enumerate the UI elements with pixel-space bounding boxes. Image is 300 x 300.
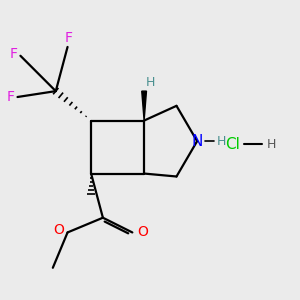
Text: F: F xyxy=(65,32,73,46)
Text: Cl: Cl xyxy=(225,136,240,152)
Text: O: O xyxy=(137,225,148,239)
Text: O: O xyxy=(54,223,64,236)
Text: H: H xyxy=(146,76,155,89)
Text: F: F xyxy=(7,90,15,104)
Text: H: H xyxy=(266,138,276,151)
Text: N: N xyxy=(191,134,203,149)
Text: F: F xyxy=(10,47,17,61)
Polygon shape xyxy=(142,91,146,121)
Text: H: H xyxy=(216,135,226,148)
